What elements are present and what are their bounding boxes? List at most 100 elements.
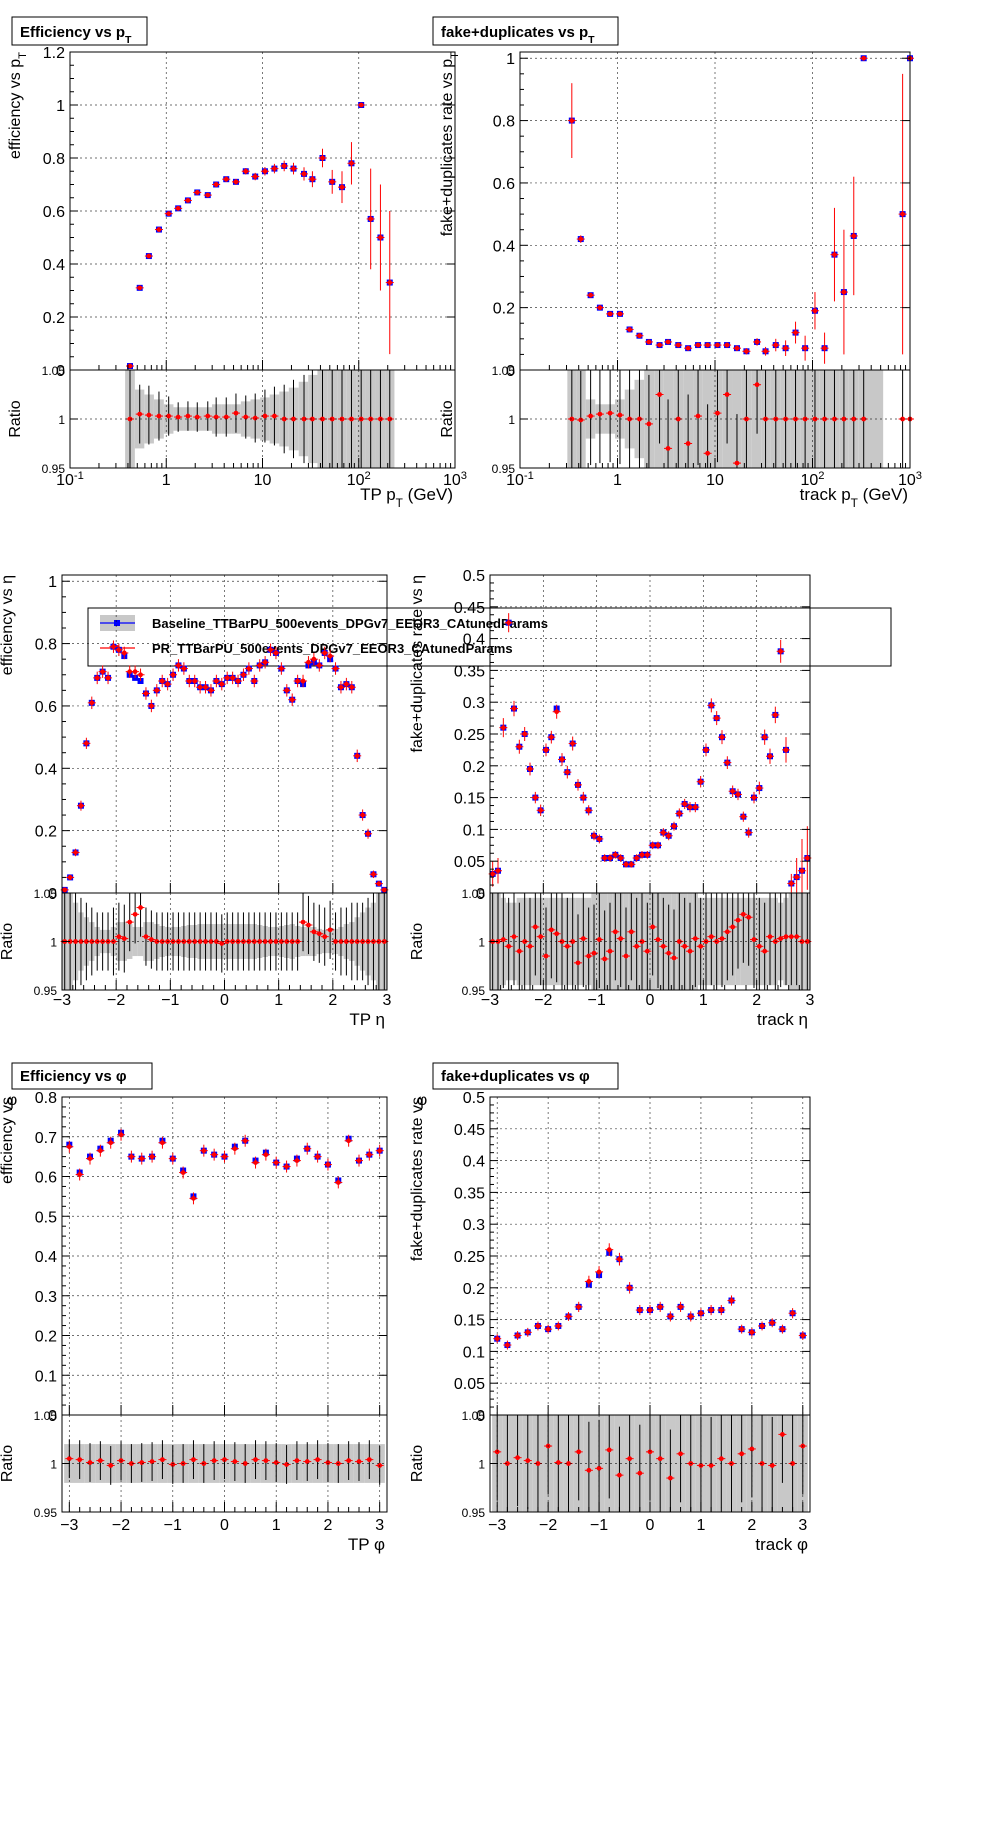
ratio-point xyxy=(698,943,704,949)
pr-point xyxy=(698,779,704,785)
ratio-point xyxy=(788,934,794,940)
ratio-point xyxy=(222,1457,227,1463)
pr-point xyxy=(646,339,652,345)
pr-point xyxy=(762,734,768,740)
ratio-point xyxy=(532,924,538,930)
x-tick-label: 103 xyxy=(443,470,467,489)
ratio-point xyxy=(301,416,307,422)
pr-point xyxy=(504,1342,510,1348)
y-tick-label: 0.05 xyxy=(454,854,485,871)
pr-point xyxy=(121,650,127,656)
y-tick-label: 0.2 xyxy=(43,310,65,327)
pr-point xyxy=(718,1307,724,1313)
pr-point xyxy=(387,280,393,285)
ratio-point xyxy=(268,939,273,944)
ratio-point xyxy=(273,939,279,944)
pr-point xyxy=(371,871,376,877)
pr-point xyxy=(354,753,360,759)
ratio-point xyxy=(338,939,344,944)
ratio-point xyxy=(77,1457,83,1463)
y-tick-label: 0.1 xyxy=(35,1368,57,1385)
ratio-point xyxy=(637,416,642,422)
pr-point xyxy=(241,672,246,678)
ratio-point xyxy=(127,919,133,925)
ratio-point xyxy=(116,934,122,940)
pr-point xyxy=(138,672,143,678)
ratio-y-tick-label: 1.05 xyxy=(492,364,516,378)
pr-point xyxy=(606,1247,612,1253)
x-tick-label: 3 xyxy=(383,992,392,1009)
panel-title: Efficiency vs pT xyxy=(20,24,132,46)
ratio-point xyxy=(322,934,328,940)
y-tick-label: 0.4 xyxy=(43,257,65,274)
ratio-y-tick-label: 1.05 xyxy=(34,887,58,901)
panels: Efficiency vs pT 0 0.2 0.4 0.6 0.8 1 1.2 0.95 1 1.… xyxy=(0,16,922,1554)
y-axis-label: fake+duplicates rate vs pT xyxy=(439,52,461,236)
panel-eff_phi: Efficiency vs φ 0 0.1 0.2 0.3 0.4 0.5 0.6 0.7 0.8… xyxy=(0,1062,388,1554)
legend-pr-label: PR_TTBarPU_500events_DPGv7_EEOR3_CAtuned… xyxy=(152,641,513,656)
pr-point xyxy=(149,1154,155,1160)
pr-point xyxy=(783,747,789,753)
ratio-point xyxy=(682,943,688,949)
pr-point xyxy=(515,1333,520,1338)
pr-point xyxy=(666,833,672,839)
pr-point xyxy=(118,1132,124,1138)
pr-point xyxy=(705,342,711,348)
pr-point xyxy=(554,709,560,715)
ratio-y-tick-label: 1 xyxy=(50,936,57,950)
ratio-point xyxy=(783,934,789,940)
pr-point xyxy=(192,678,198,684)
pr-point xyxy=(617,311,623,317)
pr-point xyxy=(634,855,640,861)
pr-point xyxy=(739,1326,745,1332)
ratio-point xyxy=(596,937,602,942)
y-tick-label: 0.6 xyxy=(35,699,57,716)
pr-point xyxy=(213,182,219,187)
ratio-point xyxy=(769,1463,775,1468)
panel-eff_eta: 0 0.2 0.4 0.6 0.8 1 0.95 1 1.05 −3 −2 −1 0 1 2 3TP η eff… xyxy=(0,574,392,1029)
ratio-point xyxy=(623,953,629,959)
ratio-point xyxy=(262,939,268,944)
ratio-point xyxy=(754,382,760,388)
ratio-point xyxy=(675,416,681,422)
x-tick-label: −2 xyxy=(107,992,125,1009)
pr-point xyxy=(644,852,650,858)
pr-point xyxy=(569,118,575,123)
x-tick-label: 1 xyxy=(613,472,622,489)
ratio-y-tick-label: 1 xyxy=(508,413,515,427)
pr-point xyxy=(230,675,236,681)
pr-point xyxy=(719,734,725,740)
pr-point xyxy=(311,656,317,662)
ratio-point xyxy=(749,1446,755,1452)
ratio-point xyxy=(243,414,249,420)
ratio-point xyxy=(612,929,618,935)
pr-point xyxy=(180,1170,186,1175)
pr-point xyxy=(538,807,544,813)
pr-point xyxy=(181,666,187,671)
ratio-point xyxy=(617,1472,622,1478)
ratio-y-tick-label: 1 xyxy=(478,1458,485,1472)
ratio-point xyxy=(148,937,154,942)
ratio-point xyxy=(263,1458,269,1463)
pr-point xyxy=(588,292,594,298)
pr-point xyxy=(262,168,268,174)
pr-point xyxy=(268,647,273,653)
ratio-point xyxy=(740,911,746,917)
main-pad xyxy=(488,613,812,893)
y-tick-label: 0.8 xyxy=(35,1090,57,1107)
pr-point xyxy=(559,757,565,762)
ratio-point xyxy=(213,414,219,420)
pr-point xyxy=(378,235,383,240)
pr-point xyxy=(692,804,698,810)
y-tick-label: 0.25 xyxy=(454,1249,485,1266)
pr-point xyxy=(335,1180,341,1185)
ratio-point xyxy=(822,416,827,422)
ratio-point xyxy=(564,943,570,949)
ratio-point xyxy=(666,950,672,956)
pr-point xyxy=(685,345,691,351)
pr-point xyxy=(235,678,241,684)
ratio-point xyxy=(262,413,268,419)
pr-point xyxy=(655,842,661,848)
pr-point xyxy=(201,1148,207,1154)
x-tick-label: −2 xyxy=(539,1517,557,1534)
